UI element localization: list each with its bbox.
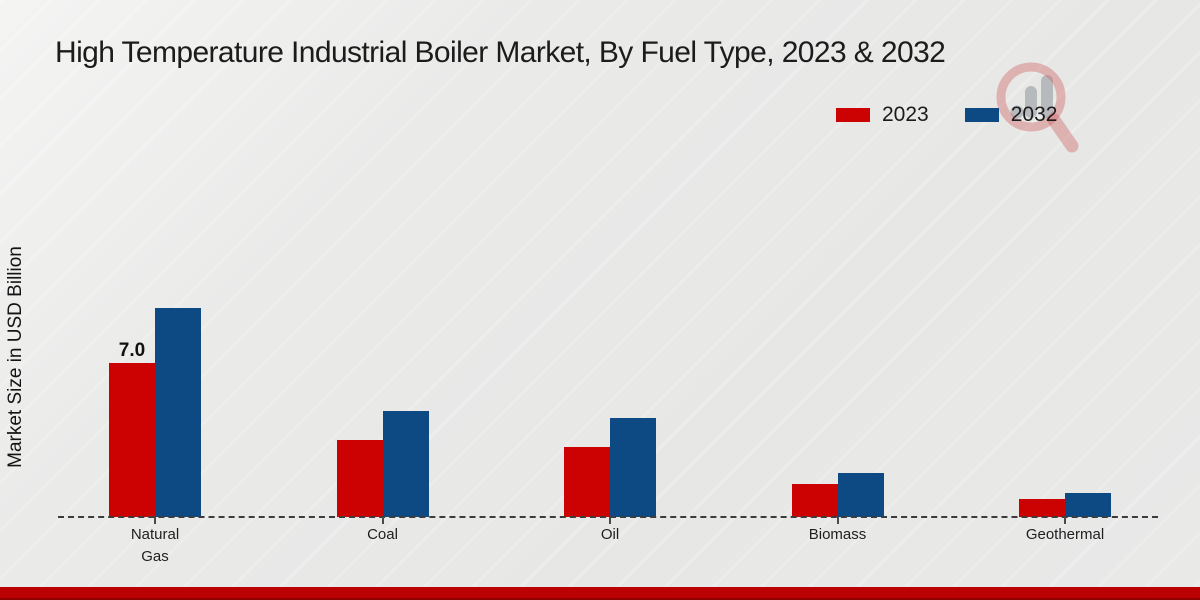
- x-axis-tick-biomass: [836, 517, 839, 524]
- legend: 2023 2032: [836, 103, 1057, 127]
- bar-value-label: 7.0: [118, 340, 146, 361]
- x-axis-tick-oil: [609, 517, 611, 524]
- bar-2032-coal: [382, 411, 429, 517]
- bar-2023-geothermal: [1019, 499, 1065, 517]
- category-label-geothermal: Geothermal: [1025, 526, 1105, 543]
- bar-2032-biomass: [837, 473, 884, 517]
- legend-item-2023: 2023: [836, 103, 929, 127]
- magnifier-bar-chart-logo-icon: [975, 55, 1085, 175]
- footer-accent-bar: [0, 587, 1200, 600]
- bar-2023-coal: [336, 440, 383, 517]
- category-label-biomass: Biomass: [808, 526, 867, 543]
- category-label-natural-gas: Natural Gas: [130, 526, 180, 565]
- y-axis-label: Market Size in USD Billion: [5, 246, 26, 468]
- legend-item-2032: 2032: [964, 103, 1058, 127]
- legend-swatch-2023: [836, 108, 870, 122]
- legend-label: 2023: [882, 103, 929, 126]
- bar-2023-biomass: [791, 484, 838, 517]
- x-axis-tick-coal: [381, 517, 384, 524]
- x-axis-tick-natural-gas: [154, 517, 156, 524]
- bar-2032-geothermal: [1065, 493, 1111, 517]
- legend-swatch-2032: [964, 108, 999, 122]
- bar-2032-natural-gas: [155, 308, 201, 517]
- category-label-coal: Coal: [367, 526, 398, 543]
- category-label-oil: Oil: [600, 526, 620, 543]
- x-axis-baseline: [58, 516, 1158, 518]
- chart-title: High Temperature Industrial Boiler Marke…: [55, 36, 946, 69]
- bar-2032-oil: [610, 418, 656, 517]
- bar-2023-natural-gas: [109, 363, 155, 517]
- x-axis-tick-geothermal: [1064, 517, 1066, 524]
- legend-label: 2032: [1010, 103, 1058, 126]
- bar-2023-oil: [564, 447, 610, 517]
